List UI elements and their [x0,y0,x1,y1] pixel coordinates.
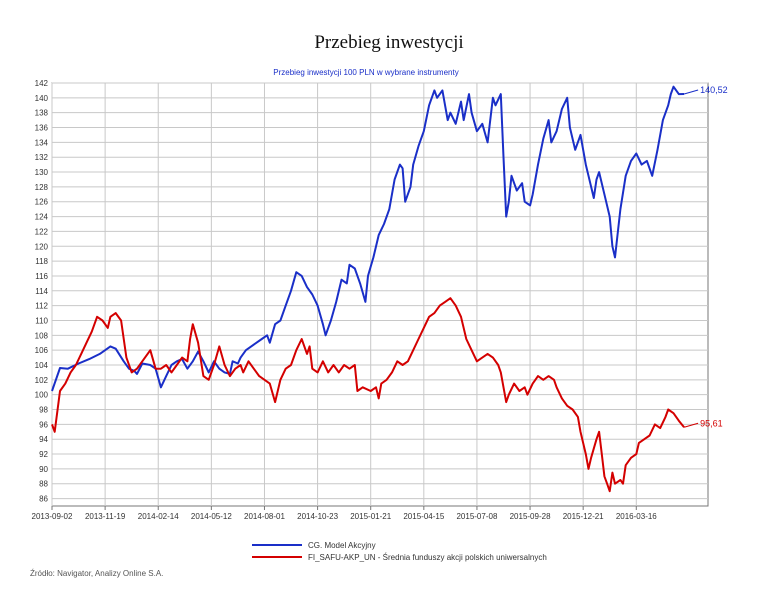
x-tick-label: 2015-04-15 [403,512,444,521]
y-tick-label: 112 [35,302,48,311]
legend-swatch-red [252,556,302,558]
y-tick-label: 86 [39,495,48,504]
y-tick-label: 134 [35,138,49,147]
y-tick-label: 120 [35,242,49,251]
y-tick-label: 122 [35,227,49,236]
y-tick-label: 138 [35,109,49,118]
y-tick-label: 92 [39,450,48,459]
plot-frame [51,82,709,507]
y-tick-label: 142 [35,79,49,88]
y-tick-label: 104 [35,361,49,370]
x-tick-label: 2014-05-12 [191,512,232,521]
chart-axes: 86 88 90 92 94 96 98 100 102 104 106 108 110 112 114 11… [32,79,658,521]
x-tick-label: 2013-09-02 [32,512,73,521]
y-tick-label: 90 [39,465,48,474]
x-tick-label: 2013-11-19 [85,512,126,521]
legend-label-blue: CG. Model Akcyjny [308,540,376,550]
series-line-blue [51,85,685,392]
x-tick-label: 2015-12-21 [563,512,604,521]
chart-legend: CG. Model Akcyjny FI_SAFU-AKP_UN - Średn… [252,539,547,563]
chart-grid [51,82,709,507]
y-tick-label: 100 [35,391,49,400]
y-tick-label: 136 [35,124,49,133]
y-tick-label: 106 [35,346,49,355]
y-tick-label: 140 [35,94,49,103]
y-tick-label: 110 [35,316,48,325]
y-tick-label: 130 [35,168,49,177]
chart-series [51,85,685,493]
y-tick-label: 132 [35,153,49,162]
legend-item-blue: CG. Model Akcyjny [252,539,547,551]
chart-end-labels: 140,52 95,61 [683,85,728,428]
end-label-leader [683,422,699,428]
y-tick-label: 108 [35,331,49,340]
x-tick-label: 2015-01-21 [350,512,391,521]
legend-swatch-blue [252,544,302,546]
y-tick-label: 98 [39,406,48,415]
y-tick-label: 128 [35,183,49,192]
y-tick-label: 114 [35,287,48,296]
y-tick-label: 96 [39,420,48,429]
x-tick-label: 2014-02-14 [138,512,179,521]
y-tick-label: 126 [35,198,49,207]
legend-label-red: FI_SAFU-AKP_UN - Średnia funduszy akcji … [308,552,547,562]
end-label-leader [683,89,699,95]
chart-subtitle: Przebieg inwestycji 100 PLN w wybrane in… [273,68,458,77]
end-value-label: 95,61 [700,418,723,428]
y-tick-label: 102 [35,376,49,385]
page-title: Przebieg inwestycji [314,32,464,53]
source-note: Źródło: Navigator, Analizy Online S.A. [30,569,164,578]
series-line-red [51,297,685,493]
legend-item-red: FI_SAFU-AKP_UN - Średnia funduszy akcji … [252,551,547,563]
x-tick-label: 2015-09-28 [510,512,551,521]
y-tick-label: 94 [39,435,48,444]
x-tick-label: 2014-10-23 [297,512,338,521]
end-value-label: 140,52 [700,85,728,95]
y-tick-label: 116 [35,272,48,281]
y-tick-label: 118 [35,257,48,266]
x-tick-label: 2016-03-16 [616,512,657,521]
y-tick-label: 124 [35,213,49,222]
y-tick-label: 88 [39,480,48,489]
x-tick-label: 2015-07-08 [456,512,497,521]
x-tick-label: 2014-08-01 [244,512,285,521]
